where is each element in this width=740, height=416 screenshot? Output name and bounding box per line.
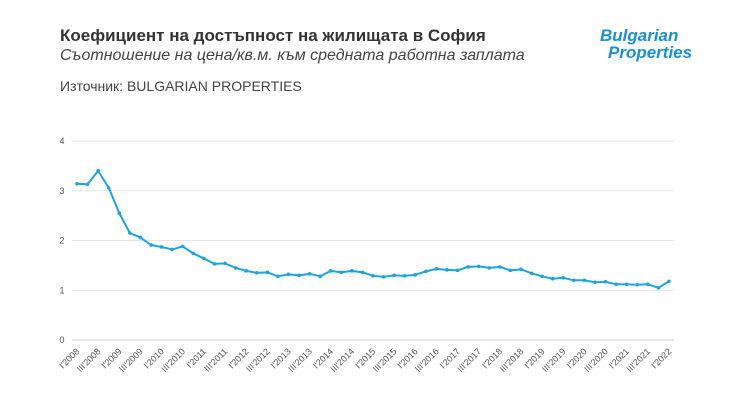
x-tick-label: III'2010 xyxy=(159,346,187,374)
bulgarian-properties-logo: Bulgarian Properties xyxy=(600,26,692,62)
data-point xyxy=(434,267,439,271)
data-point xyxy=(381,275,386,279)
data-point xyxy=(106,185,111,190)
y-tick-label: 0 xyxy=(59,335,64,345)
data-point xyxy=(498,265,502,269)
y-tick-label: 4 xyxy=(59,136,64,146)
data-point xyxy=(635,282,640,287)
data-point xyxy=(212,262,217,266)
x-tick-label: III'2008 xyxy=(75,346,103,374)
data-point xyxy=(202,256,206,261)
data-point xyxy=(413,273,418,277)
data-point xyxy=(233,266,238,270)
data-point xyxy=(159,245,164,249)
chart-subtitle: Съотношение на цена/кв.м. към средната р… xyxy=(60,47,525,64)
x-tick-label: III'2018 xyxy=(498,346,526,374)
data-point xyxy=(350,269,354,273)
data-point xyxy=(572,278,576,283)
x-tick-label: III'2019 xyxy=(540,346,568,374)
x-tick-label: III'2015 xyxy=(371,346,399,374)
data-point xyxy=(360,270,365,275)
data-point xyxy=(402,274,407,278)
data-point xyxy=(149,243,153,247)
x-tick-label: III'2013 xyxy=(286,346,314,374)
data-point xyxy=(582,278,587,283)
data-point xyxy=(318,274,322,279)
x-tick-label: III'2021 xyxy=(625,346,653,374)
data-point xyxy=(624,282,629,287)
data-point xyxy=(180,244,185,249)
data-point xyxy=(529,271,534,276)
x-tick-label: III'2011 xyxy=(202,346,229,373)
data-point xyxy=(508,268,513,273)
data-point xyxy=(96,169,100,173)
data-point xyxy=(307,272,312,276)
data-line xyxy=(76,169,670,289)
data-point xyxy=(170,247,174,252)
data-point xyxy=(254,271,259,275)
source-label: Източник: BULGARIAN PROPERTIES xyxy=(60,78,302,94)
x-tick-label: III'2016 xyxy=(413,346,441,374)
data-point xyxy=(244,269,248,273)
data-point xyxy=(519,267,523,272)
data-point xyxy=(656,285,661,290)
data-point xyxy=(445,268,449,272)
data-point xyxy=(371,274,375,278)
data-point xyxy=(328,269,333,273)
data-point xyxy=(646,282,650,287)
x-tick-label: III'2009 xyxy=(117,346,145,374)
data-point xyxy=(614,282,618,287)
data-point xyxy=(128,231,132,235)
y-tick-label: 3 xyxy=(59,186,64,196)
x-tick-label: III'2020 xyxy=(582,346,610,374)
data-point xyxy=(487,266,492,270)
data-point xyxy=(455,268,460,273)
data-point xyxy=(138,235,143,240)
data-point xyxy=(424,269,428,274)
svg-text:Properties: Properties xyxy=(608,43,692,62)
svg-text:Bulgarian: Bulgarian xyxy=(600,26,678,45)
x-tick-label: III'2017 xyxy=(455,346,483,374)
data-point xyxy=(476,264,481,269)
chart-title: Коефициент на достъпност на жилищата в С… xyxy=(60,26,486,45)
data-point xyxy=(561,276,566,280)
data-point xyxy=(286,272,291,277)
data-point xyxy=(540,274,544,279)
y-tick-label: 1 xyxy=(59,285,64,295)
data-point xyxy=(667,279,671,284)
data-point xyxy=(392,273,396,278)
data-point xyxy=(117,211,122,215)
data-point xyxy=(75,181,79,186)
data-point xyxy=(603,279,608,284)
data-point xyxy=(593,280,597,285)
data-point xyxy=(297,273,301,278)
data-point xyxy=(85,182,90,187)
data-point xyxy=(265,270,270,275)
data-point xyxy=(276,274,280,279)
data-point xyxy=(339,270,344,275)
data-point xyxy=(466,265,470,269)
data-point xyxy=(191,251,196,256)
x-tick-label: III'2012 xyxy=(244,346,272,374)
data-point xyxy=(223,261,227,266)
x-tick-label: III'2014 xyxy=(329,346,357,374)
data-point xyxy=(550,277,555,281)
x-tick-label: I'2022 xyxy=(649,346,673,370)
y-tick-label: 2 xyxy=(59,236,64,246)
